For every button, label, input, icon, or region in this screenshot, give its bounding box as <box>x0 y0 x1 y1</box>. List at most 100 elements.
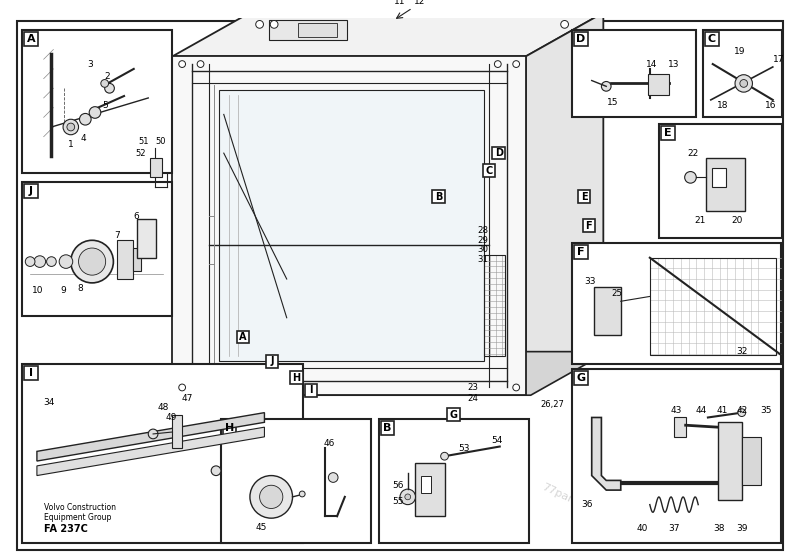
Text: 14: 14 <box>646 60 658 69</box>
Text: 28: 28 <box>478 226 489 235</box>
Text: 55: 55 <box>392 497 404 506</box>
Text: 4: 4 <box>81 134 86 143</box>
Text: B: B <box>383 423 392 433</box>
Bar <box>378 419 529 543</box>
Bar <box>415 463 445 516</box>
Bar <box>484 255 505 356</box>
Text: F: F <box>586 220 592 231</box>
Bar <box>137 219 156 258</box>
Text: 26,27: 26,27 <box>540 401 564 409</box>
Text: H: H <box>225 423 234 433</box>
Text: 20: 20 <box>731 217 742 225</box>
Text: C: C <box>486 166 493 176</box>
Text: I: I <box>309 386 313 396</box>
Polygon shape <box>168 352 608 395</box>
Polygon shape <box>173 13 603 57</box>
Bar <box>718 422 742 500</box>
Circle shape <box>270 20 278 28</box>
Bar <box>594 287 621 335</box>
Text: A: A <box>239 332 247 342</box>
Text: 2: 2 <box>105 72 110 81</box>
Text: 53: 53 <box>458 444 470 453</box>
Bar <box>381 422 394 435</box>
Circle shape <box>78 248 106 275</box>
Text: 41: 41 <box>717 406 728 415</box>
Circle shape <box>34 256 46 268</box>
Circle shape <box>494 61 501 68</box>
Bar <box>24 32 38 45</box>
Text: F: F <box>578 247 585 257</box>
Text: 5: 5 <box>102 101 107 110</box>
Text: 11: 11 <box>394 0 406 6</box>
Bar <box>22 364 303 543</box>
Circle shape <box>105 84 114 93</box>
Bar <box>482 165 495 177</box>
Circle shape <box>299 491 305 497</box>
Circle shape <box>256 20 263 28</box>
Circle shape <box>740 80 748 88</box>
Text: 29: 29 <box>478 236 488 245</box>
Circle shape <box>178 384 186 391</box>
Text: 44: 44 <box>695 406 706 415</box>
Text: 42: 42 <box>736 406 747 415</box>
Circle shape <box>685 172 696 183</box>
Bar <box>574 371 588 384</box>
Bar <box>648 74 669 95</box>
Circle shape <box>63 119 78 135</box>
Circle shape <box>70 240 114 283</box>
Text: A: A <box>26 34 35 44</box>
Text: 16: 16 <box>765 101 777 110</box>
Text: 17: 17 <box>773 55 784 64</box>
Circle shape <box>148 429 158 439</box>
Bar <box>24 366 38 379</box>
Bar <box>706 158 745 211</box>
Text: 45: 45 <box>256 524 267 532</box>
Bar <box>447 408 459 421</box>
Text: 56: 56 <box>392 481 404 490</box>
Text: 10: 10 <box>32 286 44 295</box>
Bar <box>572 243 781 364</box>
Text: 43: 43 <box>670 406 682 415</box>
Bar <box>298 23 337 37</box>
Text: 23: 23 <box>467 383 478 392</box>
Text: I: I <box>29 368 33 378</box>
Bar <box>742 437 761 485</box>
Text: 52: 52 <box>135 148 146 158</box>
Circle shape <box>328 473 338 483</box>
Text: E: E <box>664 128 672 138</box>
Circle shape <box>405 494 410 500</box>
Text: G: G <box>577 373 586 383</box>
Bar <box>223 422 236 435</box>
Circle shape <box>735 75 753 92</box>
Bar <box>572 30 696 117</box>
Circle shape <box>441 452 449 460</box>
Text: 24: 24 <box>467 393 478 403</box>
Text: B: B <box>435 192 442 202</box>
Circle shape <box>400 489 415 505</box>
Text: 48: 48 <box>158 403 170 412</box>
Polygon shape <box>592 418 621 490</box>
Text: 18: 18 <box>717 101 728 110</box>
Circle shape <box>26 257 35 266</box>
Bar <box>22 182 173 316</box>
Text: 6: 6 <box>134 212 139 220</box>
Bar <box>662 126 675 140</box>
Text: 3: 3 <box>87 60 93 69</box>
Bar <box>22 30 173 173</box>
Bar <box>493 147 505 160</box>
Text: 31: 31 <box>478 255 489 264</box>
Circle shape <box>513 384 519 391</box>
Circle shape <box>197 61 204 68</box>
Text: 47: 47 <box>182 393 193 403</box>
Circle shape <box>250 475 293 518</box>
Circle shape <box>59 255 73 268</box>
Circle shape <box>89 107 101 119</box>
Bar <box>574 32 588 45</box>
Bar <box>712 168 726 187</box>
Bar <box>133 248 141 271</box>
Bar <box>703 30 782 117</box>
Text: G: G <box>450 409 458 419</box>
Bar <box>290 372 302 384</box>
Bar <box>582 219 595 232</box>
Text: J: J <box>29 186 33 196</box>
